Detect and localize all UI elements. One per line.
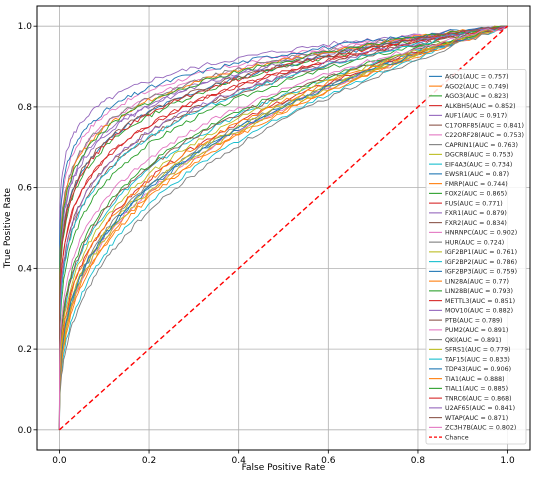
legend-entry: LIN28A(AUC = 0.77) <box>445 278 509 285</box>
legend-entry: EWSR1(AUC = 0.87) <box>445 171 509 178</box>
legend-entry: IGF2BP1(AUC = 0.761) <box>445 249 517 256</box>
legend-entry: FXR2(AUC = 0.834) <box>445 220 507 227</box>
legend-entry: C22ORF28(AUC = 0.753) <box>445 132 524 139</box>
legend-entry: TAF15(AUC = 0.833) <box>444 356 510 363</box>
legend-entry: TIA1(AUC = 0.888) <box>444 376 505 383</box>
roc-curve-series <box>58 25 508 430</box>
legend: AGO1(AUC = 0.757) AGO2(AUC = 0.749) AGO3(A… <box>425 69 527 445</box>
legend-entry: SFRS1(AUC = 0.779) <box>445 347 511 354</box>
roc-curve-series <box>58 25 508 430</box>
chance-line <box>58 25 509 431</box>
roc-curve-series <box>58 25 508 430</box>
roc-curve-series <box>58 25 508 430</box>
roc-curve-series <box>58 25 508 430</box>
legend-entry: MOV10(AUC = 0.882) <box>445 308 513 315</box>
legend-entry: C17ORF85(AUC = 0.841) <box>445 122 524 129</box>
roc-curve-series <box>58 25 508 430</box>
legend-entry: IGF2BP2(AUC = 0.786) <box>445 259 517 266</box>
legend-entry: ZC3H7B(AUC = 0.802) <box>445 425 516 432</box>
y-tick-label: 0.2 <box>18 345 32 355</box>
roc-curve-series <box>58 25 508 430</box>
legend-entry: WTAP(AUC = 0.871) <box>445 415 508 422</box>
legend-entry: AUF1(AUC = 0.917) <box>445 113 507 120</box>
legend-entry: U2AF65(AUC = 0.841) <box>445 405 515 412</box>
y-tick-label: 0.4 <box>18 264 33 274</box>
roc-curve-series <box>58 25 508 430</box>
roc-curve-series <box>58 25 508 430</box>
axis-ticks: 0.0 0.2 0.4 0.6 0.8 1.0 0.0 0.2 0.4 0.6 0.8 1.0 <box>18 22 515 466</box>
legend-entry: ALKBH5(AUC = 0.852) <box>445 103 516 110</box>
legend-entry: FXR1(AUC = 0.879) <box>445 210 507 217</box>
roc-curve-series <box>58 25 508 430</box>
roc-curve-series <box>58 25 508 430</box>
plot-border <box>36 5 531 451</box>
roc-curve-series <box>58 25 508 430</box>
roc-curve-series <box>58 25 508 430</box>
legend-entry: PTB(AUC = 0.789) <box>445 317 503 324</box>
x-axis-label: False Positive Rate <box>242 463 326 473</box>
legend-entry: Chance <box>445 434 469 441</box>
x-tick-label: 0.2 <box>142 456 156 466</box>
legend-entry: EIF4A3(AUC = 0.734) <box>445 161 512 168</box>
roc-curve-series <box>58 25 508 430</box>
roc-curve-series <box>58 25 508 430</box>
roc-curve-series <box>58 25 508 430</box>
legend-entry: IGF2BP3(AUC = 0.759) <box>445 269 517 276</box>
roc-curves <box>58 25 508 430</box>
legend-box <box>425 69 527 445</box>
legend-entry: PUM2(AUC = 0.891) <box>445 327 508 334</box>
legend-entry: FMRP(AUC = 0.744) <box>445 181 508 188</box>
legend-entry: TIAL1(AUC = 0.885) <box>444 386 508 393</box>
y-axis-label: True Positive Rate <box>3 187 13 269</box>
x-tick-label: 1.0 <box>500 456 515 466</box>
roc-curve-series <box>58 25 508 430</box>
chance-line-group <box>58 25 509 431</box>
legend-entry: TDP43(AUC = 0.906) <box>444 366 511 373</box>
roc-curve-series <box>58 25 508 430</box>
roc-curve-series <box>58 25 508 430</box>
x-tick-label: 0.6 <box>321 456 336 466</box>
legend-entry: AGO3(AUC = 0.823) <box>445 93 509 100</box>
legend-entry: AGO1(AUC = 0.757) <box>445 74 509 81</box>
y-tick-label: 0.6 <box>18 184 33 194</box>
legend-entry: QKI(AUC = 0.891) <box>445 337 501 344</box>
y-tick-label: 0.0 <box>18 426 33 436</box>
legend-entry: METTL3(AUC = 0.851) <box>445 298 515 305</box>
roc-curve-series <box>58 25 508 430</box>
legend-entry: TNRC6(AUC = 0.868) <box>444 395 512 402</box>
legend-entry: DGCR8(AUC = 0.753) <box>445 152 513 159</box>
legend-entry: AGO2(AUC = 0.749) <box>445 83 509 90</box>
y-tick-label: 1.0 <box>18 22 33 32</box>
legend-entry: HUR(AUC = 0.724) <box>445 239 504 246</box>
roc-curve-series <box>58 25 508 430</box>
legend-entry: FUS(AUC = 0.771) <box>445 200 503 207</box>
legend-entry: HNRNPC(AUC = 0.902) <box>445 230 517 237</box>
x-tick-label: 0.4 <box>232 456 247 466</box>
legend-entry: CAPRIN1(AUC = 0.763) <box>445 142 518 149</box>
legend-entry: FOX2(AUC = 0.865) <box>445 191 507 198</box>
y-tick-label: 0.8 <box>18 103 33 113</box>
legend-entry: LIN28B(AUC = 0.793) <box>445 288 513 295</box>
x-tick-label: 0.8 <box>411 456 426 466</box>
x-tick-label: 0.0 <box>52 456 67 466</box>
